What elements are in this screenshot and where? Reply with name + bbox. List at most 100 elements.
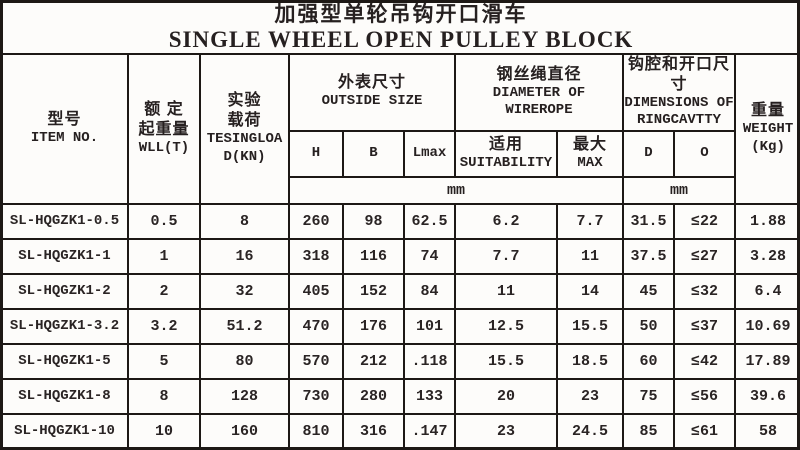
cell-h-mm: 470 <box>288 307 344 345</box>
item-no-label-zh: 型号 <box>47 110 82 128</box>
table-row: SL-HQGZK1-10 10 160 810 316.147 23 24.5 85 ≤61 58 <box>0 412 800 450</box>
outside-size-label-zh: 外表尺寸 <box>337 74 406 92</box>
col-header-weight: 重量 WEIGHT (Kg) <box>733 52 800 205</box>
test-load-label-zh-1: 实验 <box>227 92 262 110</box>
table-row: SL-HQGZK1-5 5 80 570 212.118 15.5 18.5 60 ≤42 17.… <box>0 342 800 380</box>
cell-wll-t: 10 <box>127 412 201 450</box>
cell-test-load-kn: 160 <box>199 412 290 450</box>
item-no-label-en: ITEM NO. <box>30 129 99 146</box>
cell-b-mm: 212 <box>342 342 405 380</box>
cell-d-mm: 50 <box>622 307 675 345</box>
cell-rope-max-mm: 11 <box>556 237 624 275</box>
cell-b-mm: 98 <box>342 202 405 240</box>
cell-h-mm: 260 <box>288 202 344 240</box>
cell-rope-max-mm: 15.5 <box>556 307 624 345</box>
col-header-test-load: 实验 载荷 TESINGLOA D(KN) <box>199 52 290 205</box>
cell-wll-t: 0.5 <box>127 202 201 240</box>
sub-header-b: B <box>342 129 405 178</box>
cell-lmax-mm: .118 <box>403 342 456 380</box>
table-body: SL-HQGZK1-0.5 0.5 8 260 98 62.5 6.2 7.7 31.5 ≤22 1… <box>0 202 800 450</box>
cell-o-mm: ≤56 <box>673 377 736 415</box>
cell-d-mm: 60 <box>622 342 675 380</box>
sub-header-lmax: Lmax <box>403 129 456 178</box>
b-label: B <box>369 144 378 161</box>
cell-lmax-mm: 101 <box>403 307 456 345</box>
weight-label-zh: 重量 <box>751 102 786 120</box>
cell-h-mm: 570 <box>288 342 344 380</box>
cell-o-mm: ≤61 <box>673 412 736 450</box>
test-load-label-zh-2: 载荷 <box>227 112 262 130</box>
table-row: SL-HQGZK1-8 8 128 730 280 133 20 23 75 ≤56 39.6 <box>0 377 800 415</box>
cell-lmax-mm: 74 <box>403 237 456 275</box>
cell-rope-max-mm: 18.5 <box>556 342 624 380</box>
cell-rope-max-mm: 14 <box>556 272 624 310</box>
cell-h-mm: 318 <box>288 237 344 275</box>
weight-label-en: WEIGHT <box>742 121 794 138</box>
ring-cavity-label-zh: 钩腔和开口尺寸 <box>627 55 730 93</box>
sub-header-o: O <box>673 129 736 178</box>
cell-wll-t: 8 <box>127 377 201 415</box>
cell-b-mm: 176 <box>342 307 405 345</box>
table-row: SL-HQGZK1-1 1 16 318 116 74 7.7 11 37.5 ≤27 3.28 <box>0 237 800 275</box>
cell-rope-suitability-mm: 7.7 <box>454 237 558 275</box>
cell-o-mm: ≤22 <box>673 202 736 240</box>
cell-wll-t: 3.2 <box>127 307 201 345</box>
group-header-outside-size: 外表尺寸 OUTSIDE SIZE <box>288 52 456 132</box>
cell-rope-max-mm: 24.5 <box>556 412 624 450</box>
table-row: SL-HQGZK1-0.5 0.5 8 260 98 62.5 6.2 7.7 31.5 ≤22 1… <box>0 202 800 240</box>
max-label-en: MAX <box>577 154 603 171</box>
cell-test-load-kn: 128 <box>199 377 290 415</box>
test-load-label-en-2: D(KN) <box>223 148 266 165</box>
suitability-label-zh: 适用 <box>488 135 523 153</box>
cell-b-mm: 316 <box>342 412 405 450</box>
cell-wll-t: 1 <box>127 237 201 275</box>
o-label: O <box>700 144 709 161</box>
cell-weight-kg: 3.28 <box>733 237 800 275</box>
ring-cavity-label-en-1: DIMENSIONS OF <box>624 94 734 111</box>
header-sub-row: H B Lmax 适用 SUITABILITY 最大 MAX D O <box>1 129 800 178</box>
cell-test-load-kn: 8 <box>199 202 290 240</box>
cell-weight-kg: 1.88 <box>733 202 800 240</box>
cell-h-mm: 730 <box>288 377 344 415</box>
cell-o-mm: ≤42 <box>673 342 736 380</box>
cell-wll-t: 2 <box>127 272 201 310</box>
cell-item-no: SL-HQGZK1-0.5 <box>0 202 129 240</box>
cell-item-no: SL-HQGZK1-10 <box>0 412 129 450</box>
cell-test-load-kn: 51.2 <box>199 307 290 345</box>
cell-rope-suitability-mm: 12.5 <box>454 307 558 345</box>
table-row: SL-HQGZK1-2 2 32 405 152 84 11 14 45 ≤32 6.4 <box>0 272 800 310</box>
cell-lmax-mm: .147 <box>403 412 456 450</box>
cell-rope-suitability-mm: 15.5 <box>454 342 558 380</box>
cell-b-mm: 152 <box>342 272 405 310</box>
cell-test-load-kn: 32 <box>199 272 290 310</box>
cell-weight-kg: 58 <box>733 412 800 450</box>
cell-h-mm: 405 <box>288 272 344 310</box>
wirerope-label-en-2: WIREROPE <box>505 102 573 119</box>
group-header-ring-cavity: 钩腔和开口尺寸 DIMENSIONS OF RINGCAVTTY <box>622 52 736 132</box>
cell-b-mm: 116 <box>342 237 405 275</box>
cell-item-no: SL-HQGZK1-5 <box>0 342 129 380</box>
cell-rope-suitability-mm: 6.2 <box>454 202 558 240</box>
cell-rope-max-mm: 7.7 <box>556 202 624 240</box>
cell-rope-suitability-mm: 23 <box>454 412 558 450</box>
wll-label-en: WLL(T) <box>138 139 190 156</box>
sub-header-suitability: 适用 SUITABILITY <box>454 129 558 178</box>
title-english: SINGLE WHEEL OPEN PULLEY BLOCK <box>168 27 634 53</box>
cell-test-load-kn: 80 <box>199 342 290 380</box>
d-label: D <box>644 144 653 161</box>
cell-o-mm: ≤37 <box>673 307 736 345</box>
h-label: H <box>311 144 321 161</box>
cell-d-mm: 45 <box>622 272 675 310</box>
cell-wll-t: 5 <box>127 342 201 380</box>
cell-o-mm: ≤32 <box>673 272 736 310</box>
sub-header-h: H <box>288 129 344 178</box>
cell-weight-kg: 10.69 <box>733 307 800 345</box>
max-label-zh: 最大 <box>572 135 607 153</box>
title-row: 加强型单轮吊钩开口滑车 SINGLE WHEEL OPEN PULLEY BLO… <box>0 0 800 55</box>
cell-b-mm: 280 <box>342 377 405 415</box>
ring-cavity-label-en-2: RINGCAVTTY <box>636 112 721 129</box>
cell-lmax-mm: 84 <box>403 272 456 310</box>
cell-d-mm: 85 <box>622 412 675 450</box>
